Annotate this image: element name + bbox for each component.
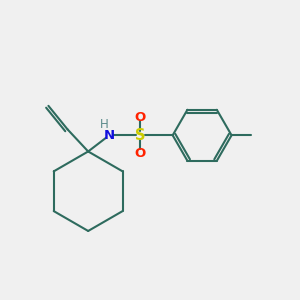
Text: H: H xyxy=(100,118,108,130)
Text: N: N xyxy=(104,129,115,142)
Text: O: O xyxy=(135,147,146,160)
Text: O: O xyxy=(135,110,146,124)
Text: S: S xyxy=(135,128,146,143)
